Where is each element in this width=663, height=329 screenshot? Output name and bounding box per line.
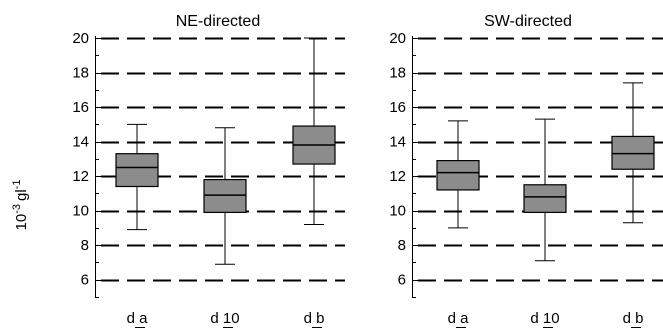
y-tick-label: 20: [389, 30, 406, 47]
box-d_a: [115, 153, 159, 188]
x-tick-label-d_a: d a: [448, 310, 470, 327]
y-tick-label: 8: [398, 237, 406, 254]
y-tick-label: 20: [72, 30, 89, 47]
box-d_10: [203, 178, 247, 213]
panel-sw-directed: SW-directed 6 8 10 12 14 16 18 20 d a d 10 d b: [389, 13, 663, 328]
y-tick-label: 12: [389, 168, 406, 185]
y-tick-label: 10: [72, 203, 89, 220]
x-tick-label-d_10: d 10: [530, 310, 559, 327]
y-tick-label: 18: [72, 65, 89, 82]
y-tick-label: 6: [81, 272, 89, 289]
box-d_10: [523, 184, 567, 213]
x-tick-label-d_b: d b: [623, 310, 644, 327]
y-tick-label: 14: [389, 134, 406, 151]
y-tick-label: 18: [389, 65, 406, 82]
panel-title: NE-directed: [176, 13, 260, 30]
y-tick-label: 6: [398, 272, 406, 289]
panel-title: SW-directed: [484, 13, 572, 30]
y-axis-label-unit: gl: [13, 189, 30, 201]
y-tick-label: 16: [72, 99, 89, 116]
x-tick-label-d_a: d a: [127, 310, 149, 327]
y-axis-label-exponent: -3: [11, 204, 23, 214]
y-axis-label: 10-3gl-1: [11, 180, 30, 231]
panel-ne-directed: NE-directed 6 8 10 12 14 16 18 20 d a d 10 d b: [72, 13, 345, 328]
x-tick-label-d_b: d b: [304, 310, 325, 327]
y-axis-label-unit-exponent: -1: [11, 180, 23, 190]
y-tick-label: 8: [81, 237, 89, 254]
box-d_a: [436, 159, 480, 191]
y-tick-label: 12: [72, 168, 89, 185]
y-tick-label: 16: [389, 99, 406, 116]
y-tick-label: 14: [72, 134, 89, 151]
x-tick-label-d_10: d 10: [210, 310, 239, 327]
box-d_b: [611, 135, 655, 170]
y-tick-label: 10: [389, 203, 406, 220]
